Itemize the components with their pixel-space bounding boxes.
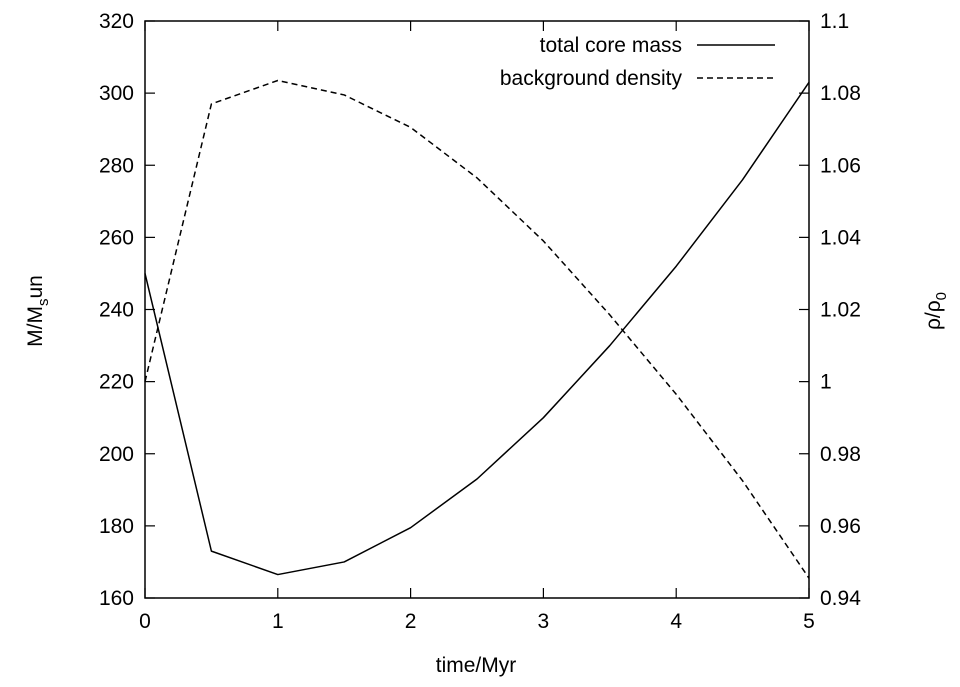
legend-label-2: background density — [500, 67, 683, 90]
y-left-tick-label: 240 — [99, 299, 134, 322]
y-right-tick-label: 1.02 — [820, 299, 861, 322]
series-line-2 — [144, 79, 810, 579]
y-axis-left-label-sub: s — [35, 299, 52, 307]
y-axis-left-label-main: M/M — [24, 306, 47, 347]
y-left-tick-label: 180 — [99, 515, 134, 538]
x-tick-label: 5 — [803, 610, 815, 633]
y-axis-left-label: M/Msun — [24, 275, 52, 347]
y-right-tick-label: 0.96 — [820, 515, 861, 538]
y-axis-left-label-tail: un — [24, 275, 47, 298]
y-right-tick-label: 1.08 — [820, 82, 861, 105]
y-right-tick-label: 1.1 — [820, 10, 849, 33]
y-right-tick-label: 1 — [820, 371, 832, 394]
y-right-tick-label: 0.94 — [820, 587, 861, 610]
plot-frame — [144, 20, 810, 599]
x-axis-label: time/Myr — [436, 654, 517, 677]
y-right-tick-label: 0.98 — [820, 443, 861, 466]
x-tick-label: 1 — [272, 610, 284, 633]
y-left-tick-label: 200 — [99, 443, 134, 466]
y-left-tick-label: 160 — [99, 587, 134, 610]
y-left-tick-label: 300 — [99, 82, 134, 105]
y-axis-right-label-main: ρ/ρ — [922, 300, 945, 330]
y-right-tick-label: 1.04 — [820, 226, 861, 249]
series-line-1 — [144, 81, 810, 576]
y-left-tick-label: 260 — [99, 226, 134, 249]
x-tick-label: 0 — [139, 610, 151, 633]
x-tick-label: 3 — [538, 610, 550, 633]
legend-label-1: total core mass — [540, 34, 682, 57]
x-tick-label: 4 — [670, 610, 682, 633]
y-axis-right-label-sub: 0 — [933, 292, 950, 300]
y-left-tick-label: 220 — [99, 371, 134, 394]
y-right-tick-label: 1.06 — [820, 154, 861, 177]
x-tick-label: 2 — [405, 610, 417, 633]
y-axis-right-label: ρ/ρ0 — [922, 292, 950, 330]
y-left-tick-label: 320 — [99, 10, 134, 33]
y-left-tick-label: 280 — [99, 154, 134, 177]
